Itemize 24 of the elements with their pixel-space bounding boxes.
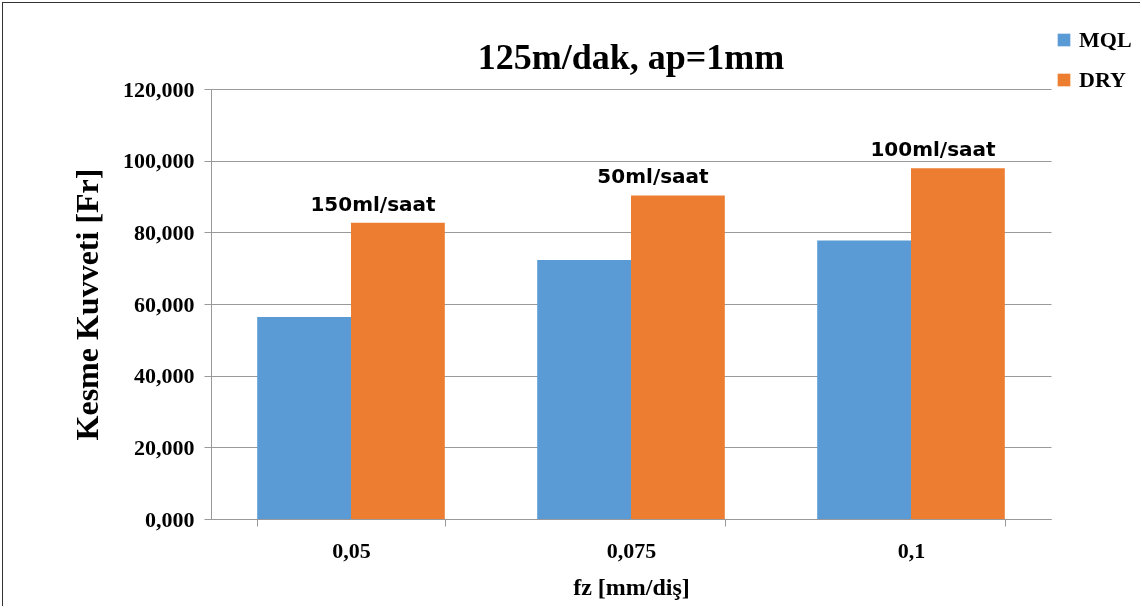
annotation: 100ml/saat (870, 137, 997, 162)
x-tick-label: 0,1 (897, 537, 926, 563)
bar (631, 195, 725, 519)
bar (351, 222, 445, 519)
annotation: 150ml/saat (310, 191, 437, 216)
y-tick-label: 60,000 (134, 291, 195, 317)
annotation: 50ml/saat (597, 164, 710, 189)
x-tick-label: 0,075 (606, 537, 657, 563)
y-tick-label: 40,000 (134, 363, 195, 389)
y-tick-label: 20,000 (134, 434, 195, 460)
y-tick-label: 120,000 (123, 76, 195, 102)
y-tick-label: 0,000 (145, 506, 195, 532)
x-axis-title: fz [mm/diş] (573, 573, 690, 600)
bar (911, 168, 1005, 519)
bar (817, 240, 911, 519)
y-axis-title: Kesme Kuvveti [Fr] (69, 168, 105, 441)
bar (537, 259, 631, 519)
bar (257, 316, 351, 519)
chart-title: 125m/dak, ap=1mm (477, 37, 785, 77)
legend-label: DRY (1079, 67, 1126, 92)
y-tick-label: 100,000 (123, 148, 195, 174)
y-tick-label: 80,000 (134, 219, 195, 245)
x-tick-label: 0,05 (332, 537, 371, 563)
legend-label: MQL (1079, 27, 1132, 52)
